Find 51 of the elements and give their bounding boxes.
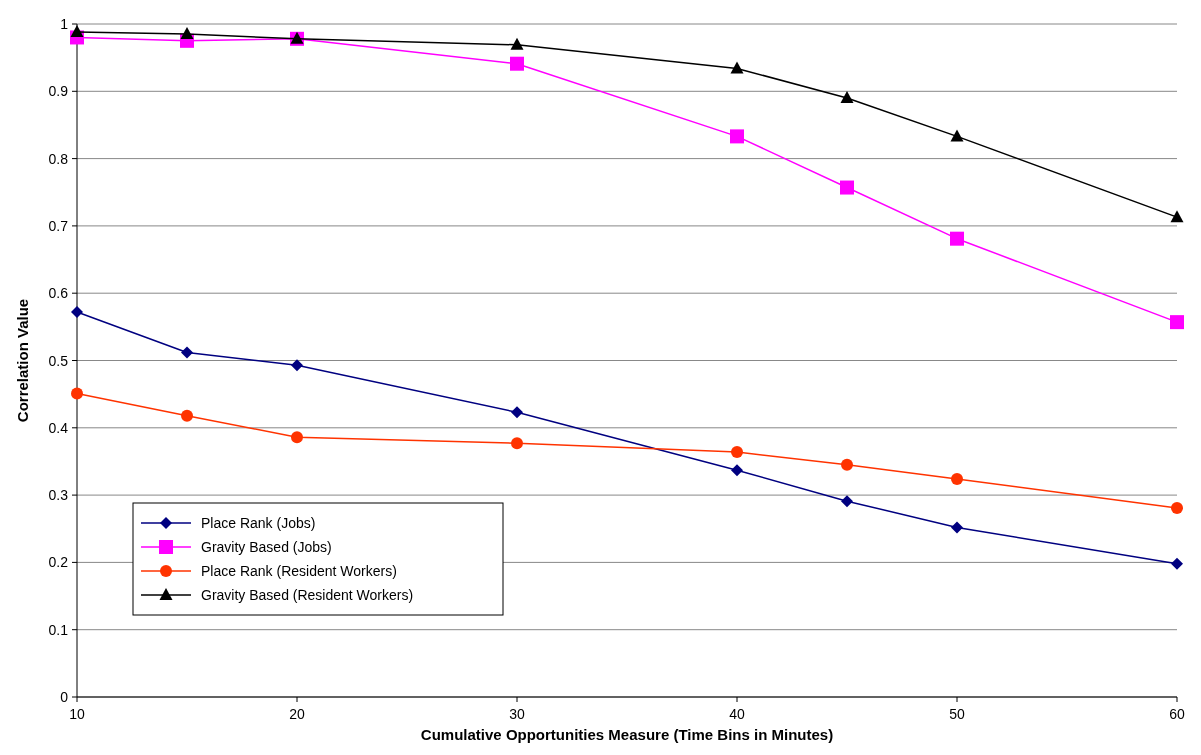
point	[510, 37, 524, 50]
point	[1171, 557, 1183, 570]
point	[951, 472, 963, 485]
point	[731, 446, 743, 459]
y-tick-label: 0.4	[48, 419, 69, 436]
point	[511, 437, 523, 450]
point	[950, 129, 964, 142]
y-tick-label: 0.1	[48, 621, 69, 638]
point	[71, 306, 83, 319]
point	[511, 406, 523, 419]
point	[730, 129, 744, 144]
y-tick-label: 0	[60, 689, 69, 705]
point	[1170, 315, 1184, 330]
legend-label: Place Rank (Jobs)	[201, 515, 316, 531]
x-tick-label: 50	[949, 706, 965, 722]
point	[841, 458, 853, 471]
point	[731, 464, 743, 477]
y-tick-label: 0.5	[48, 352, 69, 369]
point	[840, 91, 854, 104]
point	[1170, 210, 1184, 223]
y-tick-label: 1	[60, 16, 69, 32]
point	[950, 231, 964, 246]
point	[70, 25, 84, 38]
point	[951, 521, 963, 534]
point	[841, 495, 853, 508]
point	[291, 431, 303, 444]
legend-label: Gravity Based (Jobs)	[201, 539, 332, 555]
x-tick-label: 40	[729, 706, 745, 722]
y-tick-label: 0.2	[48, 554, 69, 571]
x-tick-label: 60	[1169, 706, 1185, 722]
legend-label: Gravity Based (Resident Workers)	[201, 587, 414, 603]
legend-label: Place Rank (Resident Workers)	[201, 563, 397, 579]
point	[1171, 501, 1183, 514]
y-tick-label: 0.3	[48, 487, 69, 504]
point	[181, 409, 193, 422]
point	[730, 61, 744, 74]
point	[180, 27, 194, 40]
x-tick-label: 10	[69, 706, 85, 722]
x-tick-label: 20	[289, 706, 305, 722]
y-axis-title: Correlation Value	[14, 298, 31, 423]
x-tick-label: 30	[509, 706, 525, 722]
y-tick-label: 0.7	[48, 217, 69, 234]
point	[71, 387, 83, 400]
x-axis-title: Cumulative Opportunities Measure (Time Bins in Minutes)	[420, 726, 834, 743]
point	[840, 180, 854, 195]
point	[181, 346, 193, 359]
y-tick-label: 0.8	[48, 150, 69, 167]
y-tick-label: 0.6	[48, 285, 69, 302]
point	[510, 56, 524, 71]
point	[291, 359, 303, 372]
y-tick-label: 0.9	[48, 83, 69, 100]
